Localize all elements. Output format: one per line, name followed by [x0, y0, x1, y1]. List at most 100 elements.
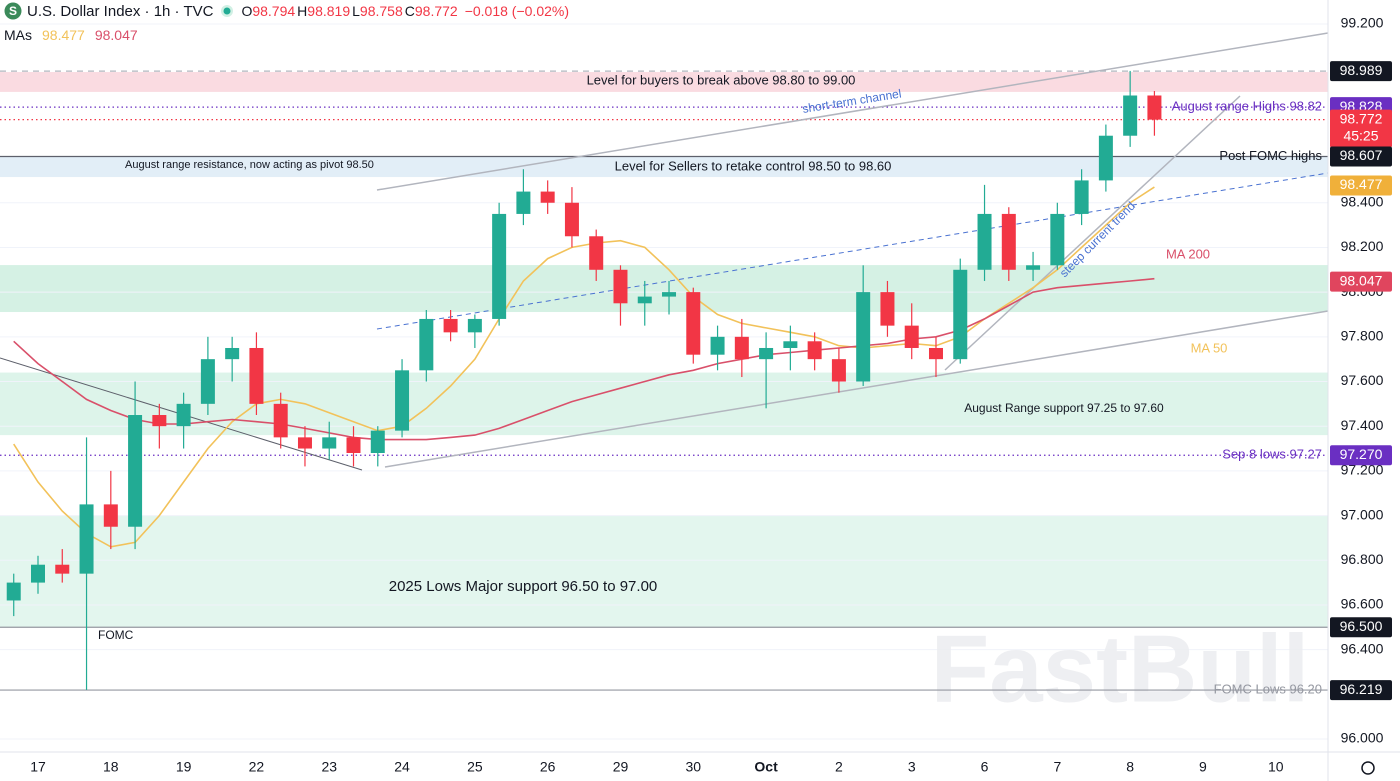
y-tick-label: 97.200 [1341, 462, 1384, 478]
level-note: Sep 8 lows 97.27 [1222, 447, 1322, 462]
candle-body [346, 437, 361, 453]
y-tick-label: 97.800 [1341, 328, 1384, 344]
x-tick-label: 19 [176, 759, 192, 775]
x-tick-label: 17 [30, 759, 46, 775]
price-badge-label: 98.772 [1340, 110, 1383, 126]
candle-body [759, 347, 774, 360]
zone [0, 515, 1328, 628]
zone-label: Level for Sellers to retake control 98.5… [615, 158, 892, 173]
ohlc-value: 98.758 [359, 3, 403, 19]
candle-body [273, 403, 288, 438]
price-badge-label: 97.270 [1340, 446, 1383, 462]
candle-body [928, 347, 943, 360]
candle-body [297, 437, 312, 449]
candle-body [6, 582, 21, 601]
x-tick-label: 22 [249, 759, 265, 775]
y-tick-label: 99.200 [1341, 15, 1384, 31]
candle-body [225, 347, 240, 360]
price-badge-label: 98.047 [1340, 272, 1383, 288]
level-note: August range Highs 98.82 [1172, 99, 1322, 114]
ohlc-value: 98.794 [252, 3, 296, 19]
price-badge [1330, 680, 1392, 701]
x-tick-label: 6 [981, 759, 989, 775]
x-tick-label: 23 [321, 759, 337, 775]
level-note: FOMC Lows 96.20 [1214, 682, 1322, 697]
symbol-title: U.S. Dollar Index · 1h · TVC [27, 2, 214, 20]
status-dot [221, 5, 234, 17]
candle-body [249, 347, 264, 404]
price-badge-label: 96.500 [1340, 618, 1383, 634]
ma-header: MAs 98.477 98.047 [4, 27, 138, 43]
candle-body [710, 336, 725, 355]
ohlc-key: O [241, 3, 253, 19]
candle-body [856, 292, 871, 382]
candle-body [31, 564, 45, 583]
candle-body [1074, 180, 1089, 214]
candle-body [322, 437, 337, 449]
price-badge [1330, 146, 1392, 167]
zone [0, 372, 1328, 436]
x-tick-label: 30 [686, 759, 702, 775]
zone [0, 156, 1328, 178]
candle-body [1147, 95, 1162, 120]
watermark-layer: FastBull [931, 615, 1310, 722]
settings-icon[interactable] [1361, 761, 1375, 775]
candle-body [516, 191, 531, 214]
price-badge [1330, 271, 1392, 292]
candle-body [977, 213, 992, 270]
candle-body [443, 318, 458, 333]
x-tick-label: 7 [1053, 759, 1061, 775]
svg-text:S: S [9, 4, 17, 18]
candle-body [1098, 135, 1113, 181]
x-tick-label: 24 [394, 759, 410, 775]
price-badge [1330, 61, 1392, 82]
candle-body [734, 336, 749, 360]
ma-readout: 98.477 [42, 27, 85, 43]
ma-readout: 98.047 [94, 27, 138, 43]
price-badges: 98.98998.82898.77245:2598.60798.47798.04… [1330, 61, 1392, 701]
candle-body [589, 236, 604, 270]
candle-body [176, 403, 191, 427]
y-tick-label: 96.000 [1341, 730, 1384, 746]
ohlc-readout: O98.794 H98.819 L98.758 C98.772 [241, 3, 459, 19]
countdown: 45:25 [1343, 127, 1378, 143]
candle-body [492, 213, 507, 319]
y-tick-label: 96.600 [1341, 596, 1384, 612]
trendline [376, 172, 1329, 330]
y-tick-label: 98.400 [1341, 193, 1384, 209]
y-tick-label: 96.800 [1341, 551, 1384, 567]
zone-label: 2025 Lows Major support 96.50 to 97.00 [389, 578, 658, 595]
watermark: FastBull [931, 615, 1310, 722]
candle-body [540, 191, 555, 203]
candle-body [904, 325, 919, 348]
zone [0, 265, 1328, 313]
zone-label: Level for buyers to break above 98.80 to… [587, 72, 856, 87]
x-tick-label: 26 [540, 759, 556, 775]
candle-body [200, 359, 215, 404]
candle-body [953, 269, 968, 360]
x-tick-label: 2 [835, 759, 843, 775]
candle-body [637, 296, 652, 304]
ma-caption: MAs [4, 27, 32, 43]
price-badge-label: 98.989 [1340, 62, 1383, 78]
zone [0, 72, 1328, 92]
ohlc-value: 98.819 [307, 3, 351, 19]
candle-body [880, 292, 895, 326]
candle-body [55, 564, 70, 574]
ma-label: MA 50 [1191, 340, 1228, 355]
candle-body [79, 504, 94, 574]
zone-label: August Range support 97.25 to 97.60 [964, 401, 1164, 415]
candle-body [1026, 265, 1041, 270]
candles [6, 70, 1162, 690]
candle-body [831, 359, 846, 382]
x-tick-label: 29 [613, 759, 629, 775]
candle-body [686, 292, 701, 355]
candle-body [783, 341, 798, 348]
price-badge [1330, 445, 1392, 466]
trendline [944, 95, 1241, 371]
y-tick-label: 97.000 [1341, 506, 1384, 522]
legend-header: S U.S. Dollar Index · 1h · TVC O98.794 H9… [4, 2, 571, 20]
candle-body [613, 269, 628, 304]
